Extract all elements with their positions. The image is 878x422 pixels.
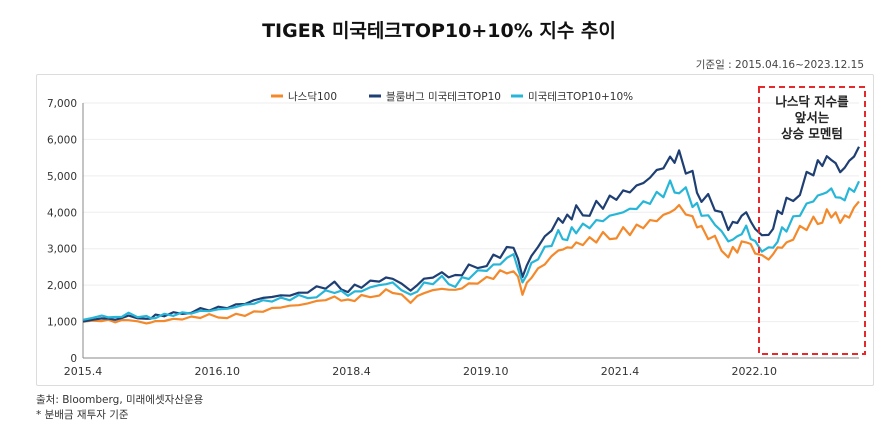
x-tick-label: 2019.10 — [463, 365, 509, 378]
annotation-line-2: 앞서는 — [795, 110, 830, 125]
series-line-1 — [82, 200, 860, 325]
source-note: 출처: Bloomberg, 미래에셋자산운용 — [36, 394, 204, 406]
y-tick-label: 1,000 — [47, 317, 77, 329]
chart-frame: 0 1,000 2,000 3,000 4,000 5,000 6,000 7,000 201… — [36, 74, 874, 386]
x-axis: 2015.4 2016.10 2018.4 2019.10 2021.4 2022.10 — [64, 357, 859, 378]
footnote: * 분배금 재투자 기준 — [36, 409, 129, 421]
x-tick-label: 2022.10 — [732, 365, 778, 378]
legend-label: 미국테크TOP10+10% — [528, 91, 633, 103]
legend: 나스닥100 블룸버그 미국테크TOP10 미국테크TOP10+10% — [271, 91, 633, 103]
annotation-line-1: 나스닥 지수를 — [775, 94, 849, 109]
series-line-2 — [82, 146, 860, 323]
y-tick-label: 3,000 — [47, 244, 77, 256]
period-label: 기준일 : 2015.04.16~2023.12.15 — [695, 59, 864, 71]
legend-label: 나스닥100 — [288, 91, 337, 103]
x-tick-label: 2018.4 — [332, 365, 371, 378]
x-tick-label: 2015.4 — [64, 365, 103, 378]
y-tick-label: 5,000 — [47, 171, 77, 183]
y-tick-label: 6,000 — [47, 134, 77, 146]
line-chart: 0 1,000 2,000 3,000 4,000 5,000 6,000 7,000 201… — [47, 86, 866, 378]
series-line-3 — [82, 179, 860, 321]
annotation-line-3: 상승 모멘텀 — [781, 126, 843, 141]
y-tick-label: 7,000 — [47, 98, 77, 110]
annotation-box: 나스닥 지수를 앞서는 상승 모멘텀 — [758, 86, 866, 355]
chart-title: TIGER 미국테크TOP10+10% 지수 추이 — [262, 20, 616, 42]
series-lines — [82, 146, 860, 325]
y-axis: 0 1,000 2,000 3,000 4,000 5,000 6,000 7,000 — [47, 98, 84, 365]
y-tick-label: 2,000 — [47, 280, 77, 292]
y-tick-label: 0 — [70, 353, 77, 365]
legend-label: 블룸버그 미국테크TOP10 — [386, 91, 501, 103]
x-tick-label: 2021.4 — [601, 365, 640, 378]
annotation-dashed-frame — [758, 86, 866, 355]
x-tick-label: 2016.10 — [195, 365, 241, 378]
gridlines — [83, 102, 859, 359]
y-tick-label: 4,000 — [47, 207, 77, 219]
